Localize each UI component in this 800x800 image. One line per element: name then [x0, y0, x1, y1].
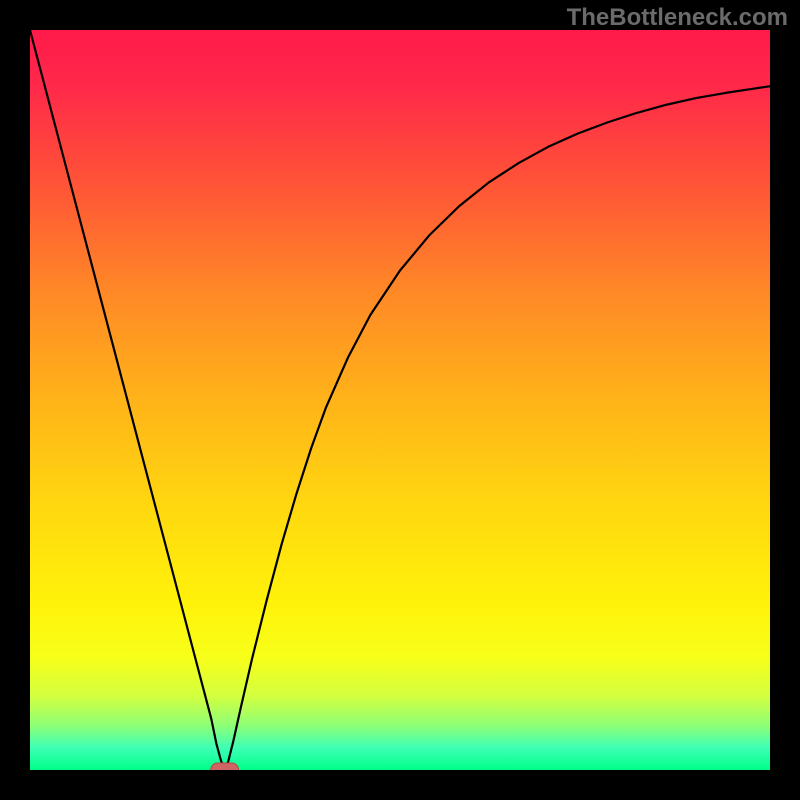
optimal-marker — [211, 763, 239, 770]
chart-stage: TheBottleneck.com — [0, 0, 800, 800]
watermark-text: TheBottleneck.com — [567, 4, 788, 32]
plot-area — [30, 30, 770, 770]
bottleneck-curve — [30, 30, 770, 770]
curve-layer — [30, 30, 770, 770]
